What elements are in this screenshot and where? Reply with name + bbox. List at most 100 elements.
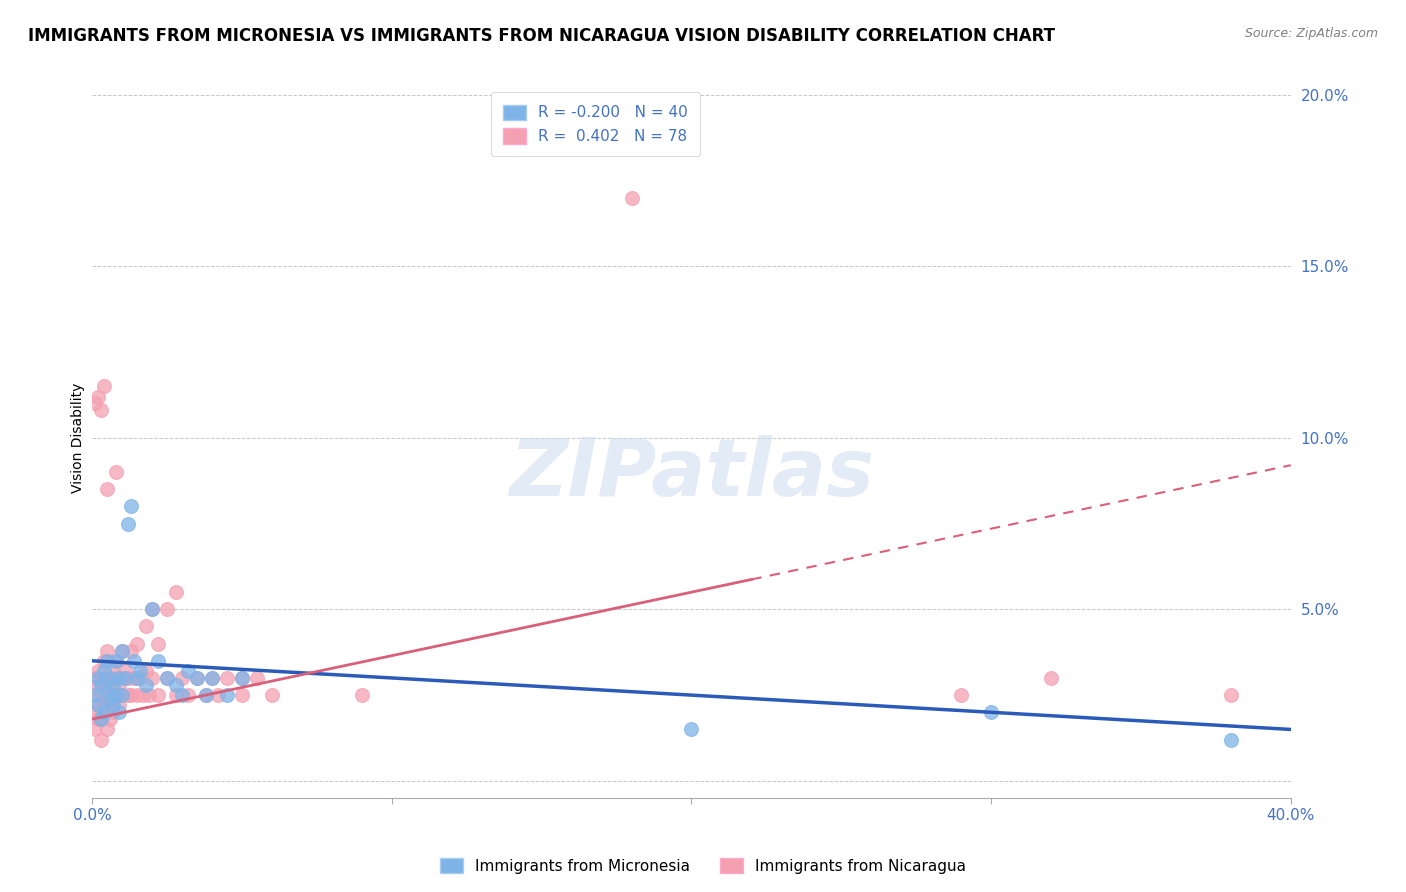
Point [350,688,373,702]
Point [93,698,115,713]
Point [195,688,218,702]
Point [90,712,112,726]
Point [127,671,149,685]
Point [105,465,128,479]
Point [132,688,155,702]
Text: IMMIGRANTS FROM MICRONESIA VS IMMIGRANTS FROM NICARAGUA VISION DISABILITY CORREL: IMMIGRANTS FROM MICRONESIA VS IMMIGRANTS… [28,27,1054,45]
Point [980,706,1002,720]
Point [681,723,703,737]
Point [108,706,131,720]
Text: Source: ZipAtlas.com: Source: ZipAtlas.com [1244,27,1378,40]
Point [122,654,145,668]
Point [129,664,152,678]
Point [87,664,110,678]
Point [620,190,643,204]
Point [117,671,139,685]
Point [105,688,128,702]
Point [141,602,163,616]
Point [138,688,160,702]
Point [120,643,142,657]
Point [111,688,134,702]
Point [96,723,118,737]
Point [186,671,208,685]
Point [93,654,115,668]
Point [96,643,118,657]
Point [98,671,121,685]
Point [96,688,118,702]
Point [90,732,112,747]
Point [96,482,118,496]
Point [135,619,157,633]
Point [177,688,200,702]
Point [120,500,142,514]
Point [101,706,124,720]
Point [87,390,110,404]
Point [114,664,136,678]
Point [146,688,169,702]
Point [93,379,115,393]
Point [135,678,157,692]
Point [186,671,208,685]
Point [105,654,128,668]
Point [93,706,115,720]
Point [87,698,110,713]
Point [90,403,112,417]
Point [117,688,139,702]
Legend: R = -0.200   N = 40, R =  0.402   N = 78: R = -0.200 N = 40, R = 0.402 N = 78 [491,92,700,156]
Point [96,684,118,698]
Point [87,671,110,685]
Point [111,643,134,657]
Point [101,698,124,713]
Point [105,688,128,702]
Point [201,671,224,685]
Point [84,671,107,685]
Point [98,712,121,726]
Point [170,688,193,702]
Point [156,602,179,616]
Point [127,688,149,702]
Point [87,698,110,713]
Point [127,637,149,651]
Point [93,678,115,692]
Point [231,688,253,702]
Point [122,671,145,685]
Point [135,664,157,678]
Point [215,688,238,702]
Point [84,688,107,702]
Point [90,671,112,685]
Point [246,671,269,685]
Y-axis label: Vision Disability: Vision Disability [72,383,86,493]
Point [170,671,193,685]
Point [101,678,124,692]
Point [165,678,187,692]
Point [98,691,121,706]
Point [156,671,179,685]
Point [93,664,115,678]
Point [129,671,152,685]
Point [96,671,118,685]
Point [231,671,253,685]
Point [111,671,134,685]
Point [260,688,283,702]
Point [98,698,121,713]
Point [215,671,238,685]
Point [950,688,973,702]
Point [231,671,253,685]
Point [84,396,107,410]
Point [156,671,179,685]
Point [90,712,112,726]
Point [87,712,110,726]
Point [195,688,218,702]
Point [108,678,131,692]
Text: ZIPatlas: ZIPatlas [509,434,875,513]
Point [120,688,142,702]
Point [108,671,131,685]
Point [105,671,128,685]
Point [84,723,107,737]
Point [101,664,124,678]
Legend: Immigrants from Micronesia, Immigrants from Nicaragua: Immigrants from Micronesia, Immigrants f… [433,852,973,880]
Point [1219,732,1241,747]
Point [114,671,136,685]
Point [84,688,107,702]
Point [105,654,128,668]
